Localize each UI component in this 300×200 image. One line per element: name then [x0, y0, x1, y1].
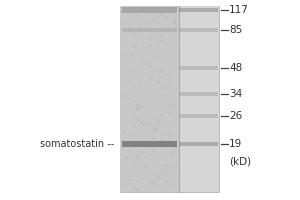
Bar [178, 6, 219, 192]
Bar [179, 92, 218, 96]
Text: 34: 34 [229, 89, 242, 99]
Text: (kD): (kD) [229, 157, 251, 167]
Bar [122, 7, 177, 12]
Text: 117: 117 [229, 5, 249, 15]
Bar [120, 6, 219, 192]
Bar [179, 8, 218, 12]
Text: 26: 26 [229, 111, 242, 121]
Text: somatostatin --: somatostatin -- [40, 139, 114, 149]
Bar [120, 6, 178, 192]
Bar [179, 28, 218, 32]
Bar [122, 28, 177, 32]
Text: 19: 19 [229, 139, 242, 149]
Bar [122, 141, 177, 147]
Text: 48: 48 [229, 63, 242, 73]
Text: 85: 85 [229, 25, 242, 35]
Bar [179, 114, 218, 118]
Bar [179, 66, 218, 70]
Bar [179, 142, 218, 146]
